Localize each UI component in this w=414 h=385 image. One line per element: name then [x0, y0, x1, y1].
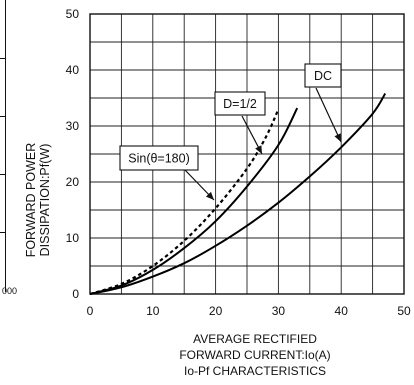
x-tick-label: 30	[272, 304, 286, 318]
y-tick-label: 30	[66, 119, 80, 133]
x-tick-label: 40	[335, 304, 349, 318]
x-axis-label-line-3: Io-Pf CHARACTERISTICS	[100, 364, 410, 379]
x-tick-label: 0	[87, 304, 94, 318]
y-tick-label: 40	[66, 63, 80, 77]
label-d-half-text: D=1/2	[223, 97, 257, 111]
x-axis-label-line-1: AVERAGE RECTIFIED	[100, 332, 410, 347]
x-tick-label: 50	[397, 304, 411, 318]
label-sin180-text: Sin(θ=180)	[128, 152, 190, 166]
label-dc-leader	[316, 88, 341, 142]
x-tick-label: 10	[146, 304, 160, 318]
y-tick-label: 10	[66, 231, 80, 245]
y-tick-label: 50	[66, 7, 80, 21]
label-dc-text: DC	[314, 69, 332, 83]
x-tick-label: 20	[209, 304, 223, 318]
y-tick-label: 20	[66, 175, 80, 189]
y-tick-label: 0	[72, 287, 79, 301]
x-axis-label-line-2: FORWARD CURRENT:Io(A)	[100, 348, 410, 363]
